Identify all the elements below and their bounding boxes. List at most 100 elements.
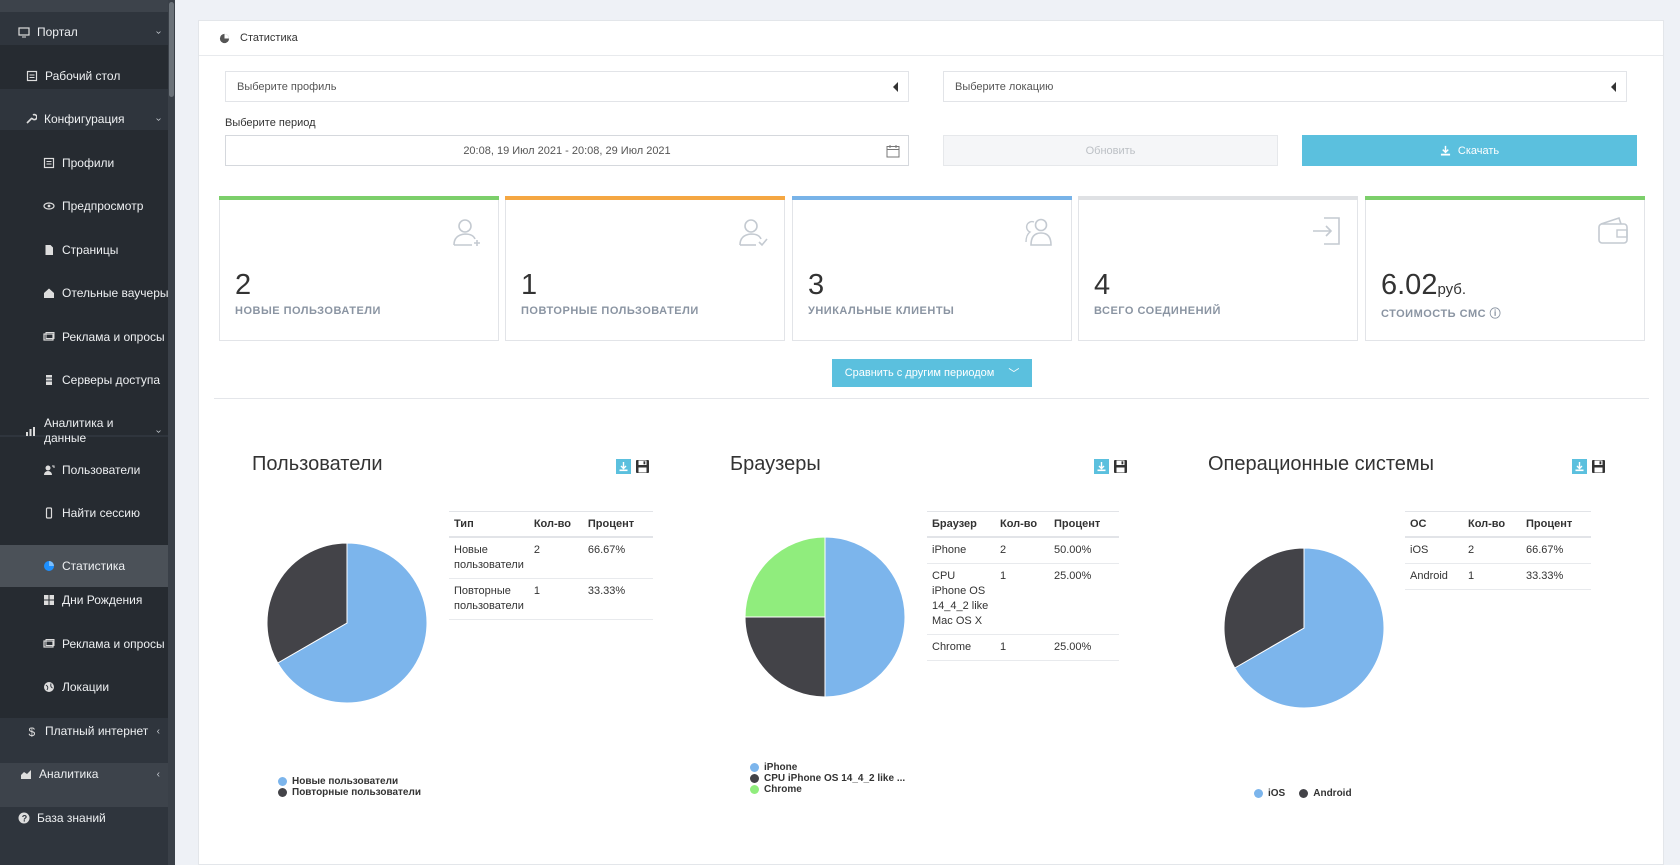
pie-slice[interactable] bbox=[266, 542, 348, 664]
sidebar-section-bg bbox=[0, 763, 168, 807]
chart-title: Операционные системы bbox=[1208, 453, 1435, 475]
chevron-down-icon: ‹ bbox=[152, 30, 164, 34]
period-daterange-input[interactable]: 20:08, 19 Июл 2021 - 20:08, 29 Июл 2021 bbox=[225, 135, 909, 166]
sidebar-submenu-bg bbox=[0, 130, 168, 435]
chart-tools bbox=[1094, 459, 1128, 474]
sidebar-scrollbar[interactable] bbox=[168, 0, 175, 865]
sidebar-item-15[interactable]: Реклама и опросы bbox=[0, 633, 168, 655]
legend-marker bbox=[1299, 789, 1309, 798]
svg-text:?: ? bbox=[22, 814, 28, 824]
stat-card-accent bbox=[219, 196, 499, 200]
page-icon bbox=[42, 243, 56, 257]
sidebar-item-3[interactable]: Конфигурация ‹ bbox=[0, 108, 168, 130]
legend-marker bbox=[750, 774, 759, 783]
sidebar-item-9[interactable]: Серверы доступа bbox=[0, 369, 168, 391]
download-icon[interactable] bbox=[1572, 459, 1587, 474]
legend-label: iOS bbox=[1268, 788, 1286, 799]
legend-item[interactable]: Повторные пользователи bbox=[278, 787, 421, 798]
pie-slice[interactable] bbox=[824, 536, 906, 698]
sidebar-scrollbar-thumb[interactable] bbox=[169, 2, 174, 97]
download-icon bbox=[1440, 145, 1450, 156]
sidebar-item-12[interactable]: Найти сессию bbox=[0, 502, 168, 524]
legend-marker bbox=[278, 777, 287, 786]
update-button[interactable]: Обновить bbox=[943, 135, 1278, 166]
legend-marker bbox=[278, 788, 287, 797]
pie-slice[interactable] bbox=[744, 616, 826, 698]
sidebar-item-14[interactable]: Дни Рождения bbox=[0, 589, 168, 611]
chart-title: Браузеры bbox=[730, 453, 821, 475]
table-row: Chrome 1 25.00% bbox=[927, 634, 1119, 661]
sidebar-item-19[interactable]: ? База знаний bbox=[0, 807, 168, 829]
sidebar-item-label: Статистика bbox=[62, 559, 126, 573]
sidebar-top-strip bbox=[0, 0, 175, 12]
sidebar-item-6[interactable]: Страницы bbox=[0, 239, 168, 261]
pie-slice[interactable] bbox=[277, 542, 428, 704]
table-header-row: ОС Кол-во Процент bbox=[1405, 511, 1591, 538]
sidebar-item-label: Реклама и опросы bbox=[62, 637, 165, 651]
ads-icon bbox=[42, 330, 56, 344]
sidebar-item-5[interactable]: Предпросмотр bbox=[0, 195, 168, 217]
table-cell: Android bbox=[1405, 563, 1463, 590]
stat-card: 4 ВСЕГО СОЕДИНЕНИЙ bbox=[1078, 196, 1358, 341]
sidebar-item-1[interactable]: Портал ‹ bbox=[0, 21, 168, 43]
sidebar-item-13[interactable]: Статистика bbox=[0, 545, 168, 587]
download-icon[interactable] bbox=[616, 459, 631, 474]
table-cell: 2 bbox=[528, 537, 583, 579]
panel-title: Статистика bbox=[240, 32, 298, 44]
chart-title: Пользователи bbox=[252, 453, 383, 475]
column-header: Процент bbox=[1049, 511, 1119, 538]
legend-item[interactable]: Новые пользователи bbox=[278, 776, 421, 787]
caret-left-icon bbox=[1611, 82, 1616, 92]
chevron-left-icon: ‹ bbox=[156, 768, 160, 780]
sidebar-item-label: Предпросмотр bbox=[62, 199, 144, 213]
sidebar-submenu-bg bbox=[0, 45, 168, 89]
column-header: Процент bbox=[1521, 511, 1591, 538]
sidebar-item-11[interactable]: Пользователи bbox=[0, 459, 168, 481]
stat-unit: руб. bbox=[1437, 281, 1467, 298]
period-label: Выберите период bbox=[225, 117, 316, 129]
sidebar-item-16[interactable]: Локации bbox=[0, 676, 168, 698]
legend-item[interactable]: iOS bbox=[1254, 788, 1285, 799]
download-icon[interactable] bbox=[1094, 459, 1109, 474]
legend-item[interactable]: iPhone bbox=[750, 762, 905, 773]
legend-item[interactable]: CPU iPhone OS 14_4_2 like ... bbox=[750, 773, 905, 784]
legend-marker bbox=[1254, 789, 1263, 798]
gift-icon bbox=[42, 593, 56, 607]
sidebar-item-18[interactable]: Аналитика ‹ bbox=[0, 763, 168, 785]
sidebar-item-label: Серверы доступа bbox=[62, 373, 161, 387]
download-button[interactable]: Скачать bbox=[1302, 135, 1637, 166]
pie-icon bbox=[42, 559, 56, 573]
pie-slice[interactable] bbox=[1234, 547, 1385, 709]
divider bbox=[214, 398, 1649, 399]
profile-select[interactable]: Выберите профиль bbox=[225, 71, 909, 102]
area-chart-icon bbox=[19, 767, 33, 781]
save-icon[interactable] bbox=[635, 459, 650, 474]
save-icon[interactable] bbox=[1591, 459, 1606, 474]
legend-item[interactable]: Chrome bbox=[750, 784, 905, 795]
location-select[interactable]: Выберите локацию bbox=[943, 71, 1627, 102]
legend-item[interactable]: Android bbox=[1299, 788, 1352, 799]
sidebar-item-label: Платный интернет bbox=[45, 724, 149, 738]
sidebar-item-8[interactable]: Реклама и опросы bbox=[0, 326, 168, 348]
save-icon[interactable] bbox=[1113, 459, 1128, 474]
panel-header: Статистика bbox=[199, 21, 1663, 56]
mobile-icon bbox=[42, 506, 56, 520]
sidebar-item-label: Локации bbox=[62, 680, 110, 694]
sidebar-item-label: Страницы bbox=[62, 243, 119, 257]
calendar-icon[interactable] bbox=[886, 144, 900, 158]
sidebar-item-4[interactable]: Профили bbox=[0, 152, 168, 174]
sidebar-item-7[interactable]: Отельные ваучеры bbox=[0, 282, 169, 304]
sidebar-item-2[interactable]: Рабочий стол bbox=[0, 65, 168, 87]
stat-value: 4 bbox=[1094, 269, 1111, 301]
compare-period-button[interactable]: Сравнить с другим периодом ﹀ bbox=[832, 359, 1032, 387]
stat-card-accent bbox=[1365, 196, 1645, 200]
wallet-icon bbox=[1598, 216, 1628, 244]
pie-slice[interactable] bbox=[744, 536, 826, 618]
stat-value: 2 bbox=[235, 269, 252, 301]
download-label: Скачать bbox=[1457, 144, 1500, 157]
sidebar-item-10[interactable]: Аналитика и данные ‹ bbox=[0, 414, 168, 448]
caret-left-icon bbox=[893, 82, 898, 92]
sidebar-item-17[interactable]: $ Платный интернет ‹ bbox=[0, 720, 168, 742]
stat-value: 1 bbox=[521, 269, 538, 301]
pie-slice[interactable] bbox=[1223, 547, 1305, 669]
